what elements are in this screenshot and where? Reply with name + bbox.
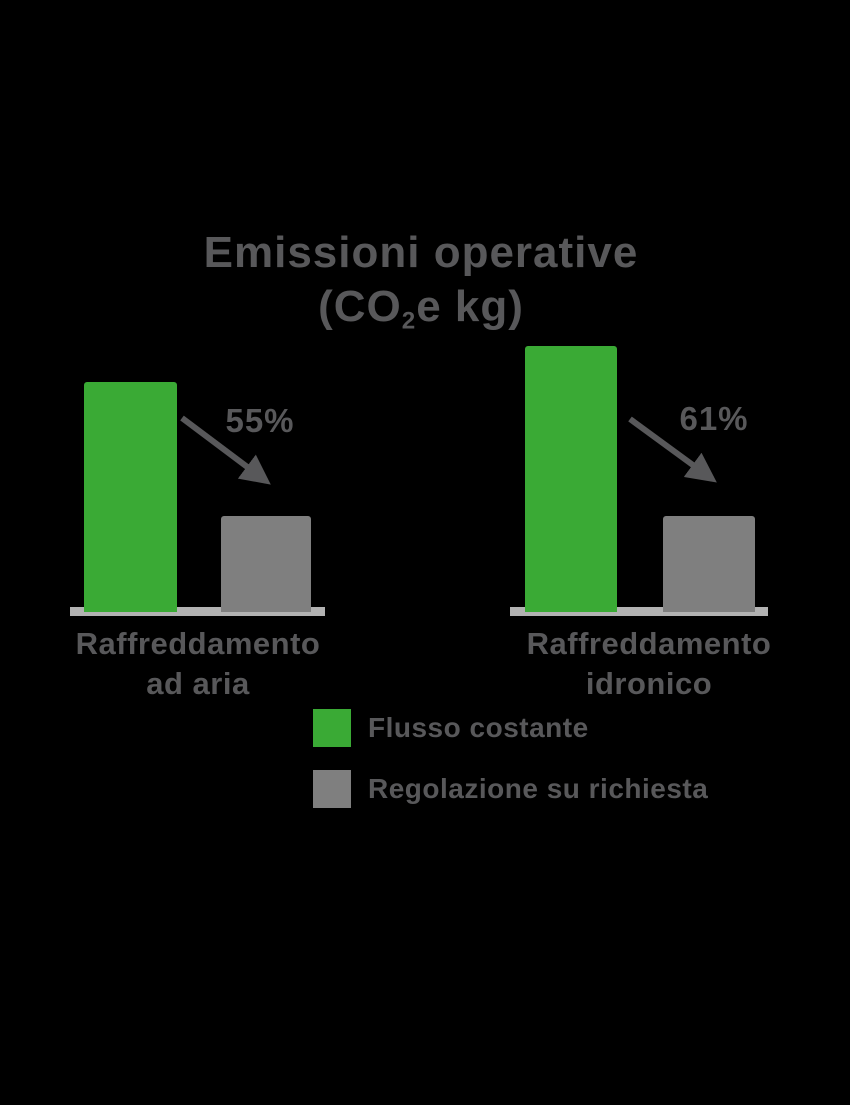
- chart-title: Emissioni operative (CO2e kg): [0, 226, 842, 348]
- category-label-hydronic-cooling: Raffreddamento idronico: [526, 626, 772, 701]
- legend-label: Regolazione su richiesta: [368, 773, 709, 804]
- decrease-arrow-icon: [180, 415, 271, 485]
- chart-title-line1: Emissioni operative: [203, 228, 639, 277]
- demand-regulation-bar: [663, 516, 755, 612]
- legend-label: Flusso costante: [368, 712, 589, 743]
- legend-item-demand-regulation: Regolazione su richiesta: [313, 770, 708, 808]
- legend-swatch-gray: [313, 770, 351, 808]
- chart-group-hydronic-cooling: 61%: [500, 330, 790, 617]
- reduction-percent-label: 55%: [225, 402, 295, 439]
- legend-swatch-green: [313, 709, 351, 747]
- axis-baseline: [70, 607, 325, 616]
- demand-regulation-bar: [221, 516, 311, 612]
- constant-flow-bar: [525, 346, 617, 612]
- reduction-percent-label: 61%: [679, 400, 749, 437]
- legend-item-constant-flow: Flusso costante: [313, 709, 589, 747]
- co2-subscript: 2: [401, 307, 417, 335]
- constant-flow-bar: [84, 382, 177, 612]
- chart-title-line2: (CO2e kg): [318, 282, 524, 335]
- decrease-arrow-icon: [628, 416, 717, 483]
- axis-baseline: [510, 607, 768, 616]
- category-label-air-cooling: Raffreddamento ad aria: [75, 626, 321, 701]
- chart-group-air-cooling: 55%: [60, 330, 350, 617]
